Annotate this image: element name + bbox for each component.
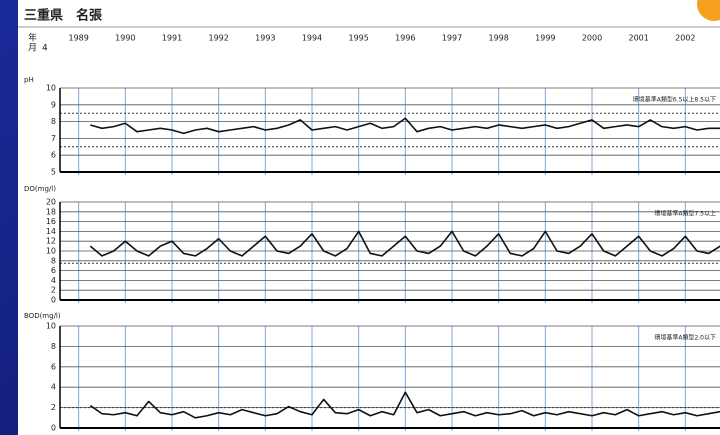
y-tick-label: 6 (51, 362, 56, 371)
y-tick-label: 18 (46, 207, 56, 216)
annotation: 環境基準A類型7.5以上 (654, 210, 716, 218)
y-tick-label: 8 (51, 342, 56, 351)
y-tick-label: 20 (46, 198, 56, 207)
y-axis-label: BOD(mg/l) (24, 312, 61, 320)
x-tick-label: 1989 (68, 34, 88, 43)
x-tick-label: 2001 (628, 34, 648, 43)
y-tick-label: 0 (51, 424, 56, 433)
month-header: 月 (28, 43, 37, 54)
panel (18, 0, 720, 435)
year-header: 年 (28, 32, 37, 44)
y-tick-label: 4 (51, 383, 56, 392)
y-tick-label: 10 (46, 247, 56, 256)
x-tick-label: 2000 (582, 34, 602, 43)
x-tick-label: 1990 (115, 34, 135, 43)
annotation: 環境基準A類型2.0以下 (654, 334, 716, 342)
y-tick-label: 7 (51, 134, 56, 143)
y-tick-label: 9 (51, 100, 56, 109)
annotation: 環境基準A類型6.5以上8.5以下 (633, 96, 716, 104)
y-tick-label: 2 (51, 403, 56, 412)
y-tick-label: 4 (51, 276, 56, 285)
y-tick-label: 6 (51, 151, 56, 160)
y-tick-label: 16 (46, 217, 56, 226)
y-tick-label: 2 (51, 286, 56, 295)
y-tick-label: 8 (51, 117, 56, 126)
x-tick-label: 1998 (488, 34, 508, 43)
y-tick-label: 10 (46, 322, 56, 331)
x-tick-label: 1993 (255, 34, 275, 43)
x-tick-label: 2002 (675, 34, 695, 43)
y-tick-label: 5 (51, 168, 56, 177)
x-tick-label: 1994 (302, 34, 322, 43)
x-tick-label: 1995 (348, 34, 368, 43)
y-tick-label: 0 (51, 296, 56, 305)
x-tick-label: 1997 (442, 34, 462, 43)
y-tick-label: 14 (46, 227, 56, 236)
y-tick-label: 10 (46, 84, 56, 93)
start-month: 4 (42, 44, 48, 54)
x-tick-label: 1992 (208, 34, 228, 43)
x-tick-label: 1996 (395, 34, 415, 43)
x-tick-label: 1991 (162, 34, 182, 43)
slide: 三重県 名張 年 月 4 pH 1989 1990 1991 1992 1993 1994 1… (0, 0, 720, 435)
y-tick-label: 8 (51, 256, 56, 265)
x-tick-label: 1999 (535, 34, 555, 43)
y-axis-label: DO(mg/l) (24, 185, 56, 193)
y-tick-label: 12 (46, 237, 56, 246)
y-axis-label: pH (24, 76, 34, 84)
y-tick-label: 6 (51, 266, 56, 275)
page-title: 三重県 名張 (24, 8, 103, 24)
